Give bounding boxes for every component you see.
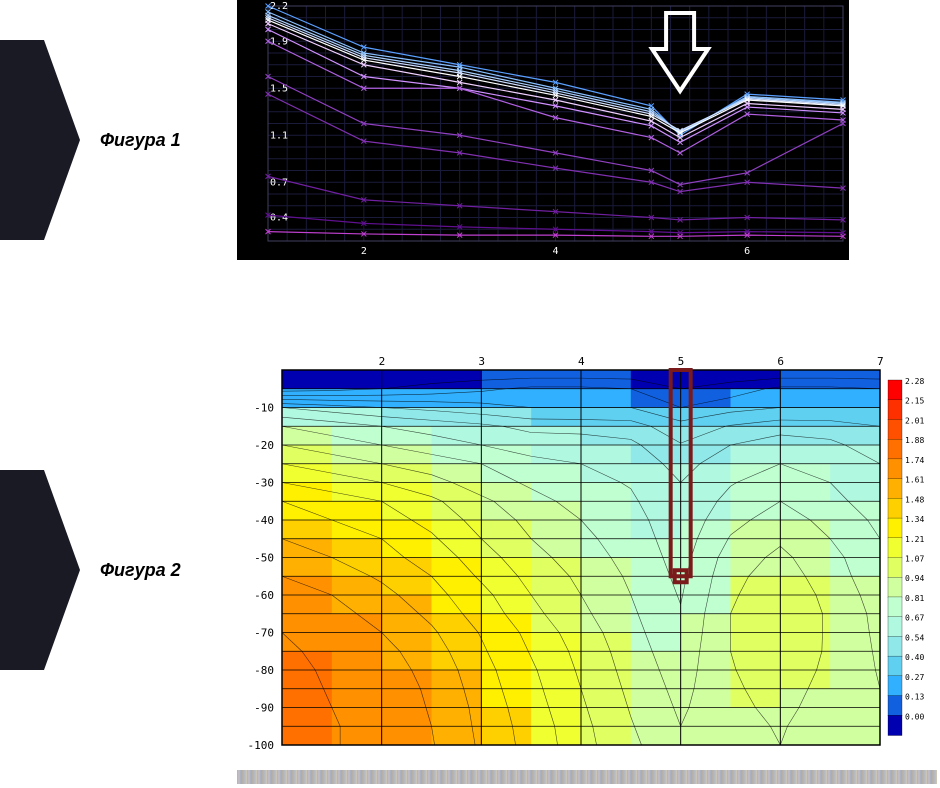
svg-text:1.74: 1.74 [905, 456, 924, 465]
svg-text:0.40: 0.40 [905, 653, 924, 662]
svg-text:-90: -90 [254, 702, 274, 715]
svg-text:-60: -60 [254, 589, 274, 602]
svg-text:2.15: 2.15 [905, 397, 924, 406]
figure-2-label: Фигура 2 [100, 560, 181, 581]
svg-text:1.21: 1.21 [905, 535, 924, 544]
svg-text:-100: -100 [248, 739, 275, 750]
pentagon-marker-1 [0, 40, 80, 240]
svg-text:0.67: 0.67 [905, 614, 924, 623]
svg-text:6: 6 [744, 246, 750, 257]
svg-text:0.00: 0.00 [905, 712, 924, 721]
svg-text:-50: -50 [254, 552, 274, 565]
svg-text:-40: -40 [254, 514, 274, 527]
svg-text:1.88: 1.88 [905, 436, 924, 445]
figure-1-label: Фигура 1 [100, 130, 181, 151]
figure-2-svg: 2 3 4 5 6 7 -10 -20 -30 -40 -50 -60 -70 -80 -90 -100 2.2… [237, 350, 940, 750]
svg-text:2: 2 [361, 246, 367, 257]
svg-text:2.01: 2.01 [905, 416, 924, 425]
svg-text:3: 3 [478, 355, 485, 368]
svg-text:-30: -30 [254, 477, 274, 490]
svg-text:0.94: 0.94 [905, 574, 924, 583]
svg-text:-80: -80 [254, 664, 274, 677]
svg-text:-70: -70 [254, 627, 274, 640]
svg-text:1.07: 1.07 [905, 555, 924, 564]
pentagon-marker-2 [0, 470, 80, 670]
svg-text:-20: -20 [254, 439, 274, 452]
svg-text:0.13: 0.13 [905, 693, 924, 702]
svg-text:5: 5 [678, 355, 685, 368]
svg-text:4: 4 [553, 246, 559, 257]
svg-text:4: 4 [578, 355, 585, 368]
figure-1-chart: 0.40.71.11.51.92.2246 [237, 0, 849, 260]
svg-text:1.48: 1.48 [905, 495, 924, 504]
noise-strip [237, 770, 937, 784]
svg-text:2: 2 [379, 355, 386, 368]
svg-text:0.4: 0.4 [270, 213, 288, 224]
svg-text:7: 7 [877, 355, 884, 368]
svg-text:-10: -10 [254, 402, 274, 415]
figure-2-chart: 2 3 4 5 6 7 -10 -20 -30 -40 -50 -60 -70 -80 -90 -100 2.2… [237, 350, 940, 750]
svg-text:1.1: 1.1 [270, 130, 288, 141]
svg-text:0.54: 0.54 [905, 633, 924, 642]
svg-text:0.81: 0.81 [905, 594, 924, 603]
svg-text:1.61: 1.61 [905, 476, 924, 485]
svg-text:0.27: 0.27 [905, 673, 924, 682]
svg-text:6: 6 [777, 355, 784, 368]
figure-1-svg: 0.40.71.11.51.92.2246 [238, 1, 848, 259]
svg-text:1.34: 1.34 [905, 515, 924, 524]
svg-text:2.28: 2.28 [905, 377, 924, 386]
